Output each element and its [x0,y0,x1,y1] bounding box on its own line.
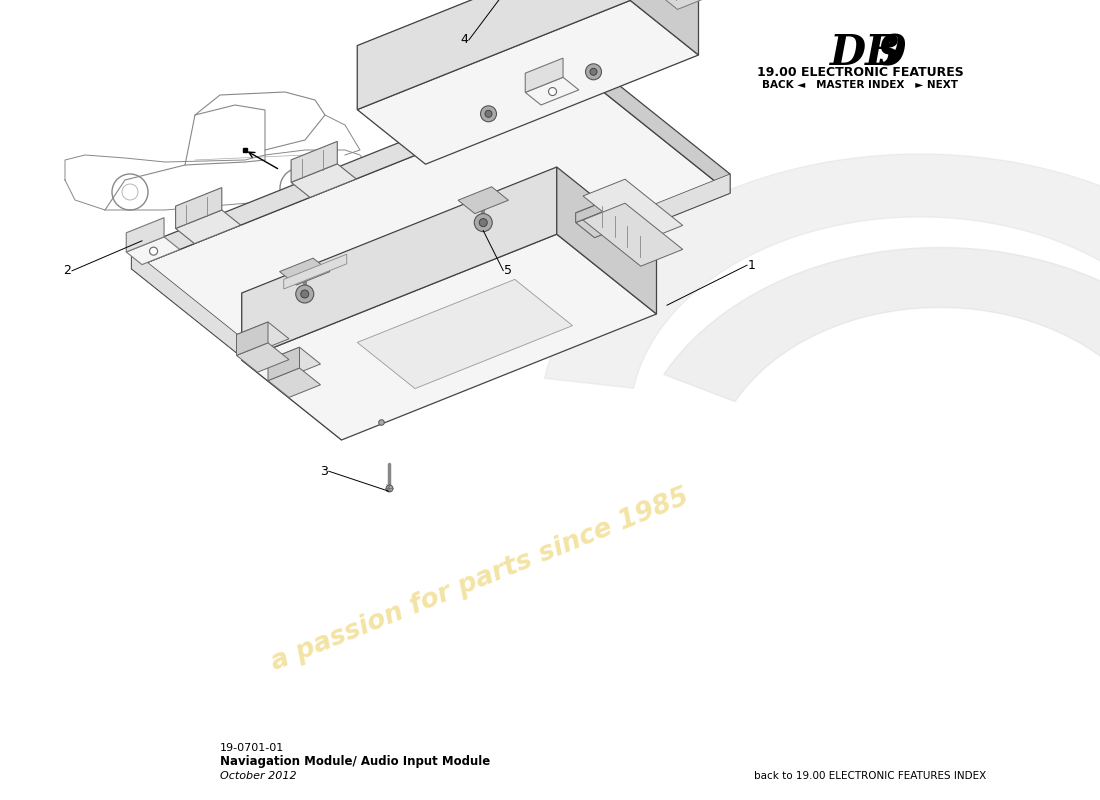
Polygon shape [557,167,657,314]
Polygon shape [279,258,330,285]
Polygon shape [575,201,605,222]
Text: 19.00 ELECTRONIC FEATURES: 19.00 ELECTRONIC FEATURES [757,66,964,79]
Polygon shape [358,279,572,389]
Text: Naviagation Module/ Audio Input Module: Naviagation Module/ Audio Input Module [220,755,491,769]
Polygon shape [242,234,657,440]
Polygon shape [176,188,222,229]
Text: DB: DB [830,32,901,74]
Polygon shape [132,65,594,269]
Polygon shape [126,218,164,252]
Circle shape [590,68,597,75]
Polygon shape [613,211,661,238]
Text: a passion for parts since 1985: a passion for parts since 1985 [267,484,693,676]
Polygon shape [458,186,508,214]
Polygon shape [236,322,268,355]
Text: 2: 2 [63,264,70,278]
Polygon shape [236,342,289,372]
Polygon shape [544,154,1100,400]
Polygon shape [176,210,241,243]
Polygon shape [663,247,1100,429]
Text: 3: 3 [320,465,328,478]
Polygon shape [268,347,320,377]
Text: 9: 9 [878,32,908,74]
Circle shape [150,247,157,255]
Text: 19-0701-01: 19-0701-01 [220,743,284,753]
Polygon shape [526,58,563,92]
Text: October 2012: October 2012 [220,771,297,781]
Polygon shape [236,322,289,351]
Text: NINBTD: NINBTD [437,316,471,337]
Polygon shape [268,347,299,381]
Circle shape [585,64,602,80]
Polygon shape [358,46,426,164]
Circle shape [485,110,492,118]
Circle shape [480,218,487,226]
Polygon shape [242,293,341,440]
Polygon shape [292,164,356,198]
Circle shape [481,106,496,122]
Polygon shape [132,250,268,378]
Polygon shape [242,167,557,360]
Polygon shape [613,221,661,248]
Polygon shape [583,203,683,266]
Circle shape [296,285,314,303]
Circle shape [300,290,309,298]
Polygon shape [575,201,624,228]
Polygon shape [126,237,179,265]
Polygon shape [284,254,346,289]
Polygon shape [132,84,730,378]
Polygon shape [242,167,657,373]
Polygon shape [583,179,683,242]
Polygon shape [646,0,710,10]
Polygon shape [575,210,624,238]
Text: back to 19.00 ELECTRONIC FEATURES INDEX: back to 19.00 ELECTRONIC FEATURES INDEX [754,771,986,781]
Text: BACK ◄   MASTER INDEX   ► NEXT: BACK ◄ MASTER INDEX ► NEXT [762,80,958,90]
Polygon shape [268,174,730,378]
Polygon shape [292,142,338,182]
Circle shape [474,214,493,232]
Circle shape [549,87,557,95]
Text: 5: 5 [504,264,513,277]
Polygon shape [358,0,630,110]
Polygon shape [526,78,579,105]
Polygon shape [630,0,698,55]
Polygon shape [613,211,641,233]
Polygon shape [268,368,320,398]
Text: 1: 1 [748,258,756,272]
Polygon shape [358,0,698,164]
Polygon shape [426,0,698,164]
Text: 4: 4 [460,34,467,46]
Polygon shape [594,65,730,194]
Polygon shape [358,0,698,100]
